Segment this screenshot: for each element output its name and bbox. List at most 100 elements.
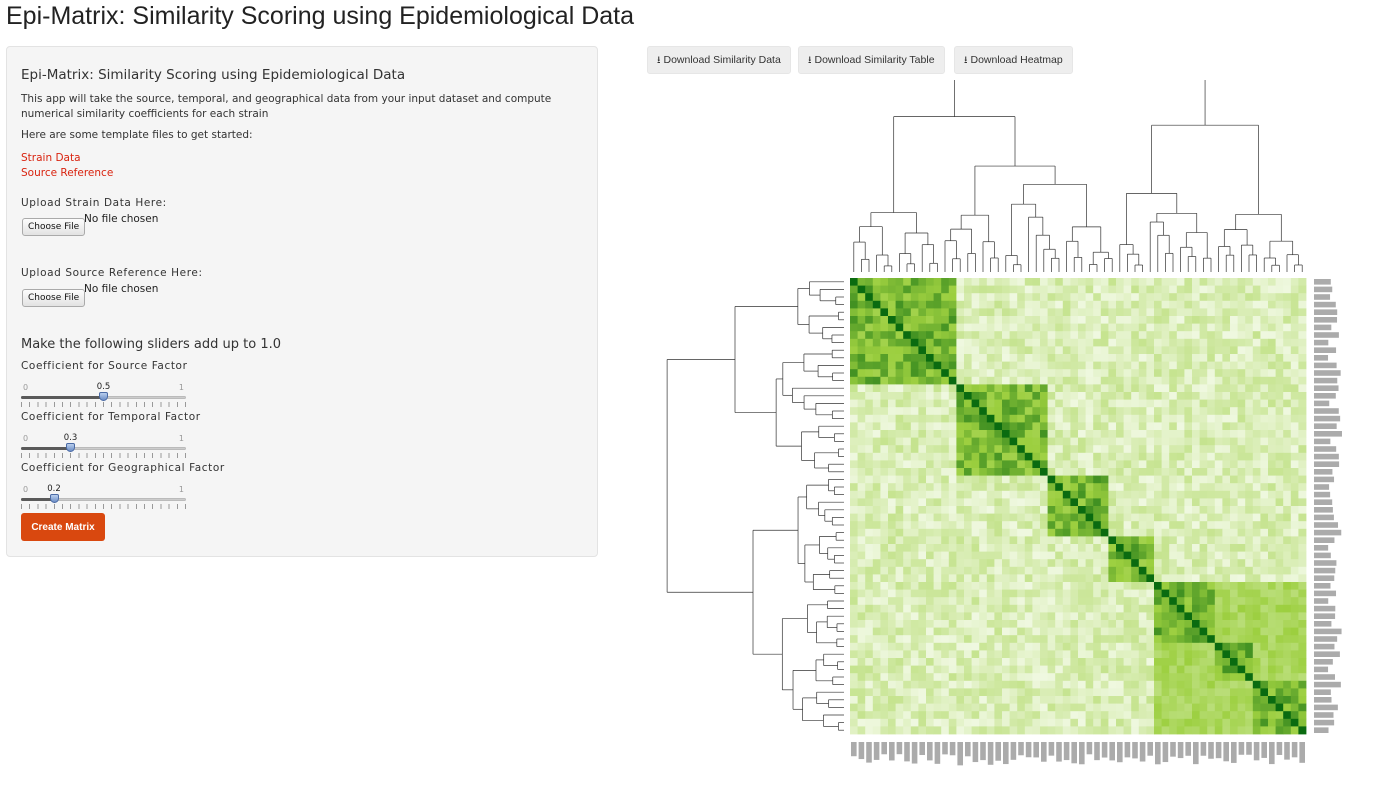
choose-source-file-button[interactable]: Choose File xyxy=(22,289,86,307)
slider-handle[interactable] xyxy=(99,392,108,401)
heatmap-cell xyxy=(986,688,995,697)
heatmap-cell xyxy=(857,696,866,704)
heatmap-cell xyxy=(1275,680,1284,689)
heatmap-cell xyxy=(926,445,934,454)
heatmap-cell xyxy=(1040,544,1048,552)
heatmap-cell xyxy=(918,566,927,575)
heatmap-cell xyxy=(1169,278,1178,286)
heatmap-cell xyxy=(933,551,942,560)
heatmap-cell xyxy=(986,460,995,469)
heatmap-cell xyxy=(1245,346,1254,355)
heatmap-cell xyxy=(1002,551,1010,560)
heatmap-cell xyxy=(1283,445,1292,454)
heatmap-cell xyxy=(994,635,1003,644)
heatmap-cell xyxy=(903,384,912,393)
create-matrix-button[interactable]: Create Matrix xyxy=(21,513,105,541)
heatmap-cell xyxy=(1176,620,1185,628)
heatmap-cell xyxy=(964,513,972,522)
heatmap-cell xyxy=(1093,604,1102,613)
heatmap-cell xyxy=(895,316,904,324)
heatmap-cell xyxy=(1199,285,1208,294)
heatmap-cell xyxy=(1214,658,1223,666)
heatmap-cell xyxy=(1184,392,1193,400)
heatmap-cell xyxy=(986,642,995,651)
temporal-factor-slider[interactable]: 0 1 0.3 xyxy=(21,433,186,464)
heatmap-cell xyxy=(1047,445,1056,454)
heatmap-cell xyxy=(1093,369,1102,378)
heatmap-cell xyxy=(865,627,874,636)
heatmap-cell xyxy=(1009,627,1018,636)
heatmap-cell xyxy=(1017,285,1026,294)
heatmap-cell xyxy=(994,521,1003,530)
heatmap-cell xyxy=(948,308,957,317)
heatmap-cell xyxy=(926,384,934,393)
heatmap-cell xyxy=(1154,483,1162,492)
heatmap-cell xyxy=(1283,468,1292,476)
geographical-factor-slider[interactable]: 0 1 0.2 xyxy=(21,484,186,515)
heatmap-cell xyxy=(1085,300,1094,309)
heatmap-cell xyxy=(857,559,866,568)
heatmap-cell xyxy=(850,475,858,484)
heatmap-cell xyxy=(1252,635,1261,644)
heatmap-cell xyxy=(1047,680,1056,689)
heatmap-cell xyxy=(865,452,874,461)
heatmap-cell xyxy=(956,642,965,651)
heatmap-cell xyxy=(1024,278,1033,286)
row-tick-label-mark xyxy=(1314,621,1332,627)
heatmap-cell xyxy=(979,566,988,575)
source-factor-slider[interactable]: 0 1 0.5 xyxy=(21,382,186,413)
heatmap-cell xyxy=(918,323,927,332)
heatmap-cell xyxy=(1047,300,1056,309)
col-tick-label-mark xyxy=(1170,742,1176,757)
heatmap-cell xyxy=(888,452,896,461)
heatmap-cell xyxy=(1268,376,1276,385)
heatmap-cell xyxy=(1138,308,1147,317)
heatmap-cell xyxy=(1002,574,1010,583)
heatmap-cell xyxy=(1024,688,1033,697)
download-heatmap-button[interactable]: ⭳ Download Heatmap xyxy=(954,46,1073,74)
slider-handle[interactable] xyxy=(49,494,59,503)
heatmap-cell xyxy=(948,414,957,423)
col-tick-label-mark xyxy=(1238,742,1245,755)
heatmap-cell xyxy=(1078,688,1086,697)
heatmap-cell xyxy=(1078,407,1086,416)
source-reference-link[interactable]: Source Reference xyxy=(21,167,114,179)
heatmap-cell xyxy=(1062,285,1071,294)
heatmap-cell xyxy=(1100,354,1109,362)
heatmap-cell xyxy=(1131,323,1140,332)
heatmap-cell xyxy=(1123,673,1132,682)
heatmap-cell xyxy=(880,703,889,712)
heatmap-cell xyxy=(895,589,904,598)
heatmap-cell xyxy=(1116,422,1124,431)
heatmap-cell xyxy=(1093,316,1102,324)
heatmap-plot xyxy=(666,80,1342,766)
heatmap-cell xyxy=(1047,597,1056,606)
heatmap-cell xyxy=(1002,445,1010,454)
heatmap-cell xyxy=(1002,285,1010,294)
choose-strain-file-button[interactable]: Choose File xyxy=(22,218,86,236)
heatmap-cell xyxy=(910,597,919,606)
heatmap-cell xyxy=(1199,460,1208,469)
heatmap-cell xyxy=(1222,650,1231,659)
heatmap-cell xyxy=(1093,460,1102,469)
heatmap-cell xyxy=(1078,338,1086,347)
heatmap-cell xyxy=(1237,521,1246,530)
heatmap-cell xyxy=(1138,513,1147,522)
col-tick-label-mark xyxy=(1185,742,1191,756)
heatmap-cell xyxy=(903,331,912,340)
download-similarity-table-button[interactable]: ⭳ Download Similarity Table xyxy=(798,46,945,74)
heatmap-cell xyxy=(1146,316,1155,324)
strain-data-link[interactable]: Strain Data xyxy=(21,152,81,164)
download-similarity-data-button[interactable]: ⭳ Download Similarity Data xyxy=(647,46,791,74)
heatmap-cell xyxy=(1230,475,1238,484)
heatmap-cell xyxy=(918,399,927,408)
heatmap-cell xyxy=(1222,642,1231,651)
heatmap-cell xyxy=(948,392,957,400)
heatmap-cell xyxy=(1017,407,1026,416)
slider-handle[interactable] xyxy=(66,443,75,452)
heatmap-cell xyxy=(1055,506,1064,514)
heatmap-cell xyxy=(1161,407,1170,416)
heatmap-cell xyxy=(933,414,942,423)
heatmap-cell xyxy=(1009,574,1018,583)
heatmap-cell xyxy=(880,422,889,431)
